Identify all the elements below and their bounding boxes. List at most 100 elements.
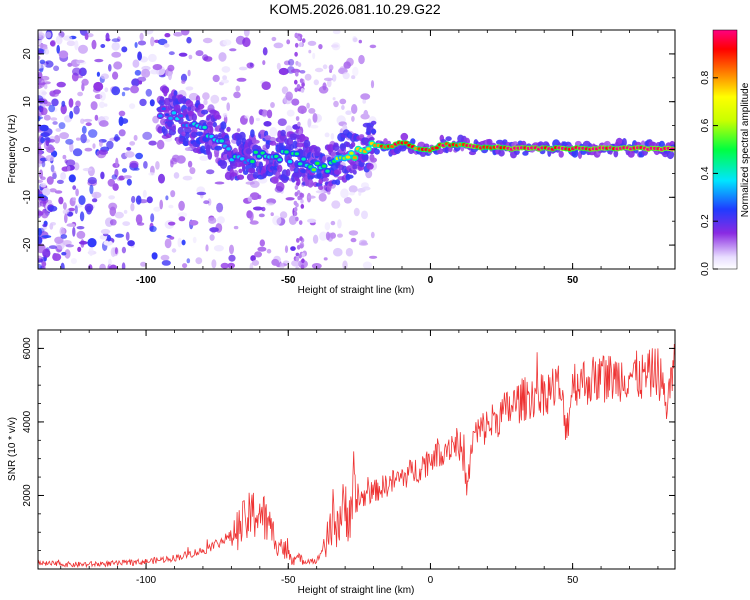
noise-blob xyxy=(307,218,317,223)
noise-blob xyxy=(202,54,209,61)
colorbar-tick-label: 0.2 xyxy=(700,214,711,228)
noise-blob xyxy=(288,215,297,225)
noise-blob xyxy=(361,210,368,220)
noise-blob xyxy=(279,262,285,269)
noise-blob xyxy=(69,142,74,153)
noise-blob xyxy=(296,244,301,250)
noise-blob xyxy=(64,159,68,164)
noise-blob xyxy=(49,40,56,47)
noise-blob xyxy=(168,204,174,209)
noise-blob xyxy=(148,172,155,176)
noise-blob xyxy=(307,40,317,46)
ridge-core xyxy=(171,111,177,115)
ridge-core xyxy=(164,113,170,117)
noise-blob xyxy=(66,40,76,47)
noise-blob xyxy=(77,91,83,97)
ridge-core xyxy=(321,164,327,168)
noise-blob xyxy=(79,211,85,222)
ridge-halo xyxy=(345,174,354,179)
noise-blob xyxy=(62,209,70,215)
colorbar-tick-label: 0.6 xyxy=(700,118,711,132)
noise-blob xyxy=(135,195,142,205)
noise-blob xyxy=(299,236,303,242)
noise-blob xyxy=(139,32,144,41)
noise-blob xyxy=(249,211,254,222)
noise-blob xyxy=(113,61,123,70)
noise-blob xyxy=(203,99,208,106)
ridge-halo xyxy=(212,121,217,128)
colorbar: 0.0 0.2 0.4 0.6 0.8 Normalized spectral ampl… xyxy=(700,29,750,276)
noise-blob xyxy=(362,261,372,269)
noise-blob xyxy=(297,36,301,41)
noise-blob xyxy=(164,238,172,249)
noise-blob xyxy=(124,151,135,158)
noise-blob xyxy=(165,195,169,201)
noise-blob xyxy=(75,188,79,197)
ridge-halo xyxy=(410,138,416,145)
noise-blob xyxy=(196,191,207,196)
noise-blob xyxy=(84,147,93,152)
noise-blob xyxy=(86,205,92,215)
noise-blob xyxy=(290,68,301,74)
ridge-halo xyxy=(207,151,213,160)
noise-blob xyxy=(235,35,246,45)
noise-blob xyxy=(293,211,298,217)
noise-blob xyxy=(322,64,328,70)
noise-blob xyxy=(143,161,148,169)
noise-blob xyxy=(77,75,83,79)
noise-blob xyxy=(300,109,305,114)
noise-blob xyxy=(93,81,104,92)
noise-blob xyxy=(108,202,118,211)
ridge-halo xyxy=(176,108,182,114)
ridge-halo xyxy=(163,97,171,106)
noise-blob xyxy=(313,79,319,86)
noise-blob xyxy=(68,174,76,183)
noise-blob xyxy=(64,249,71,259)
noise-blob xyxy=(160,254,170,261)
noise-blob xyxy=(126,147,132,151)
noise-blob xyxy=(74,40,79,51)
noise-blob xyxy=(58,196,64,205)
noise-blob xyxy=(115,233,124,238)
noise-blob xyxy=(100,171,105,180)
ridge-halo xyxy=(307,179,314,188)
ridge-halo xyxy=(264,135,271,141)
noise-blob xyxy=(312,113,318,123)
noise-blob xyxy=(307,118,312,128)
noise-blob xyxy=(106,234,111,242)
noise-blob xyxy=(139,98,147,107)
y-tick-label: 6000 xyxy=(22,337,33,360)
x-tick-label: -100 xyxy=(136,275,156,286)
noise-blob xyxy=(207,198,212,206)
noise-blob xyxy=(342,260,348,269)
noise-blob xyxy=(137,51,143,61)
noise-blob xyxy=(52,170,57,179)
noise-blob xyxy=(345,110,352,115)
noise-blob xyxy=(72,226,76,237)
noise-blob xyxy=(148,140,157,146)
noise-blob xyxy=(211,259,217,269)
noise-blob xyxy=(360,93,371,100)
noise-blob xyxy=(290,246,296,252)
noise-blob xyxy=(293,200,298,206)
snr-x-axis-label: Height of straight line (km) xyxy=(298,585,415,596)
ridge-core xyxy=(325,169,330,173)
ridge-halo xyxy=(220,121,227,130)
noise-blob xyxy=(339,98,347,105)
x-tick-label: 0 xyxy=(428,275,434,286)
noise-blob xyxy=(178,52,188,57)
noise-blob xyxy=(298,253,302,259)
noise-blob xyxy=(87,238,97,248)
noise-blob xyxy=(301,82,305,87)
noise-blob xyxy=(99,91,106,101)
noise-blob xyxy=(272,215,282,226)
noise-blob xyxy=(112,183,119,191)
noise-blob xyxy=(53,65,60,72)
noise-blob xyxy=(351,104,358,114)
noise-blob xyxy=(121,46,128,53)
noise-blob xyxy=(146,196,153,204)
noise-blob xyxy=(294,42,299,48)
noise-blob xyxy=(131,78,140,87)
noise-blob xyxy=(361,240,367,245)
ridge-halo xyxy=(250,129,255,138)
